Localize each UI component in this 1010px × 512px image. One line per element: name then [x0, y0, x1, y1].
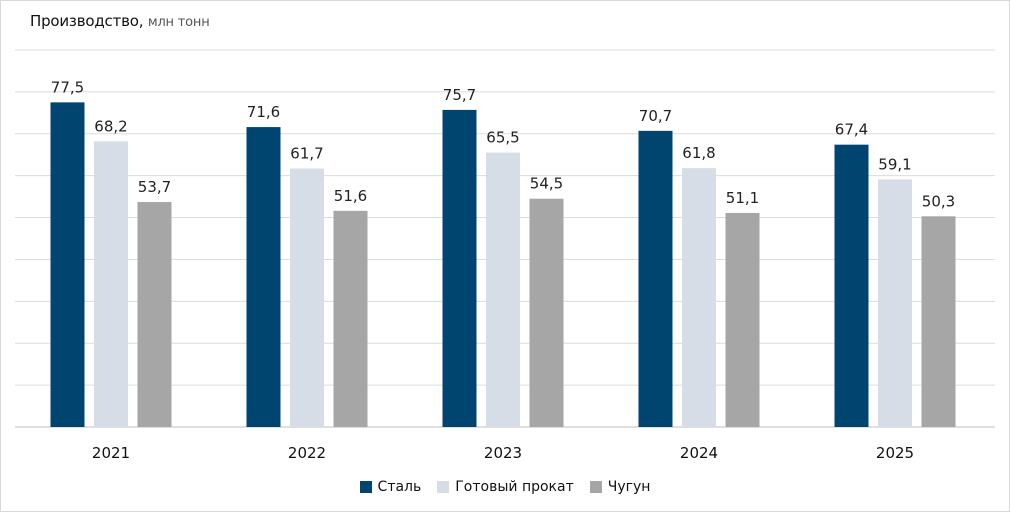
- title-unit: млн тонн: [147, 15, 210, 30]
- x-tick-label: 2025: [876, 444, 914, 462]
- data-label: 68,2: [94, 117, 127, 135]
- x-tick-label: 2021: [92, 444, 130, 462]
- bar-Готовый прокат: [682, 168, 716, 428]
- data-label: 65,5: [486, 129, 519, 147]
- data-label: 51,6: [334, 187, 367, 205]
- data-label: 67,4: [835, 121, 868, 139]
- data-label: 75,7: [443, 86, 476, 104]
- bar-Сталь: [50, 102, 85, 427]
- bar-Готовый прокат: [878, 179, 912, 427]
- bar-Готовый прокат: [290, 168, 324, 427]
- x-tick-label: 2022: [288, 444, 326, 462]
- bar-Чугун: [137, 202, 172, 427]
- chart-title: Производство, млн тонн: [30, 12, 210, 30]
- data-label: 51,1: [726, 189, 759, 207]
- legend-swatch: [359, 481, 372, 493]
- bar-Сталь: [638, 130, 673, 427]
- bar-Сталь: [246, 127, 281, 427]
- bar-Готовый прокат: [94, 141, 128, 427]
- legend-swatch: [437, 481, 450, 493]
- data-label: 61,8: [682, 144, 715, 162]
- data-label: 59,1: [878, 155, 911, 173]
- bar-Чугун: [529, 198, 564, 427]
- x-tick-label: 2024: [680, 444, 718, 462]
- legend-swatch: [589, 481, 602, 493]
- bar-Чугун: [333, 210, 368, 427]
- bar-Чугун: [725, 212, 760, 427]
- legend-item: Чугун: [589, 479, 651, 495]
- data-label: 54,5: [530, 175, 563, 193]
- data-label: 50,3: [922, 192, 955, 210]
- bar-Сталь: [442, 109, 477, 427]
- legend-label: Сталь: [377, 479, 422, 495]
- bar-Готовый прокат: [486, 152, 520, 427]
- data-label: 77,5: [51, 78, 84, 96]
- legend-label: Готовый прокат: [455, 479, 574, 495]
- legend-item: Сталь: [359, 479, 422, 495]
- bar-Сталь: [834, 144, 869, 427]
- data-label: 70,7: [639, 107, 672, 125]
- data-label: 61,7: [290, 145, 323, 163]
- legend-item: Готовый прокат: [437, 479, 574, 495]
- legend-label: Чугун: [607, 479, 651, 495]
- data-label: 71,6: [247, 103, 280, 121]
- data-label: 53,7: [138, 178, 171, 196]
- legend: Сталь Готовый прокат Чугун: [0, 479, 1010, 495]
- bar-Чугун: [921, 216, 956, 427]
- x-tick-label: 2023: [484, 444, 522, 462]
- title-text: Производство,: [30, 12, 144, 30]
